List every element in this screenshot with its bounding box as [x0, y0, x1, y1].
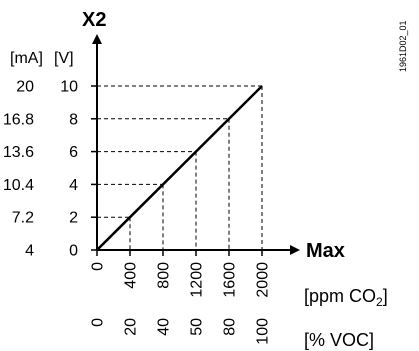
x-unit-voc: [% VOC]: [304, 330, 374, 350]
x-unit-ppm: [ppm CO2]: [304, 286, 388, 309]
y-axis-title: X2: [82, 9, 106, 31]
y-tick-label-v: 8: [69, 111, 78, 128]
right-units-label: [V]: [54, 50, 74, 67]
x-tick-label-voc: 40: [156, 318, 173, 336]
x-tick-label-ppm: 2000: [255, 262, 272, 298]
y-tick-label-v: 10: [60, 79, 78, 96]
x-tick-label-ppm: 800: [156, 262, 173, 289]
y-tick-label-ma: 20: [16, 79, 34, 96]
y-tick-label-ma: 13.6: [3, 144, 34, 161]
x-tick-label-ppm: 1600: [222, 262, 239, 298]
left-units-label: [mA]: [10, 50, 43, 67]
y-tick-label-v: 2: [69, 210, 78, 227]
x-tick-label-ppm: 400: [123, 262, 140, 289]
x-tick-label-voc: 50: [189, 318, 206, 336]
y-tick-label-v: 6: [69, 144, 78, 161]
x-tick-label-voc: 20: [123, 318, 140, 336]
x-tick-label-voc: 0: [90, 318, 107, 327]
x-tick-label-ppm: 0: [90, 262, 107, 271]
y-tick-label-v: 0: [69, 243, 78, 260]
y-tick-label-ma: 4: [25, 243, 34, 260]
y-tick-label-ma: 16.8: [3, 111, 34, 128]
x-axis-title: Max: [306, 240, 345, 262]
y-tick-label-ma: 10.4: [3, 177, 34, 194]
x-tick-label-voc: 100: [255, 318, 272, 345]
x-tick-label-voc: 80: [222, 318, 239, 336]
x-tick-label-ppm: 1200: [189, 262, 206, 298]
y-tick-label-ma: 7.2: [12, 210, 34, 227]
series-line-0: [96, 85, 263, 251]
y-tick-label-v: 4: [69, 177, 78, 194]
figure-code: 1961D02_01: [398, 20, 408, 72]
